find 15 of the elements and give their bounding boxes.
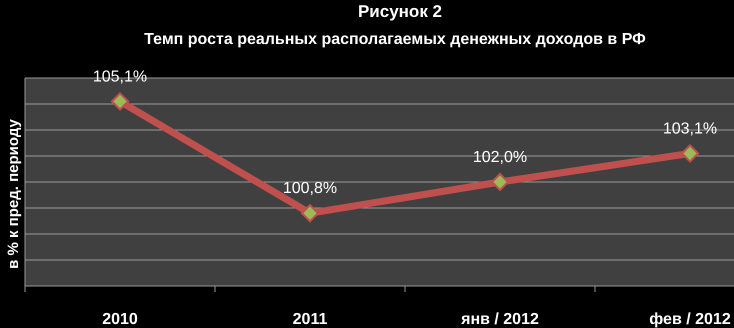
- x-tick-label: янв / 2012: [460, 311, 539, 328]
- chart-title: Рисунок 2: [358, 2, 442, 21]
- x-tick-label: 2011: [292, 311, 328, 328]
- chart-subtitle: Темп роста реальных располагаемых денежных доходов в РФ: [144, 31, 646, 48]
- point: [301, 204, 319, 222]
- data-label: 105,1%: [92, 68, 148, 86]
- data-label: 100,8%: [282, 180, 338, 198]
- point: [491, 173, 509, 191]
- data-label: 102,0%: [472, 149, 528, 166]
- point: [111, 92, 129, 110]
- x-tick-label: фев / 2012: [649, 311, 731, 328]
- point: [681, 144, 699, 162]
- data-label: 103,1%: [662, 120, 718, 138]
- x-tick-label: 2010: [102, 311, 138, 328]
- y-axis-title: в % к пред. периоду: [5, 118, 22, 269]
